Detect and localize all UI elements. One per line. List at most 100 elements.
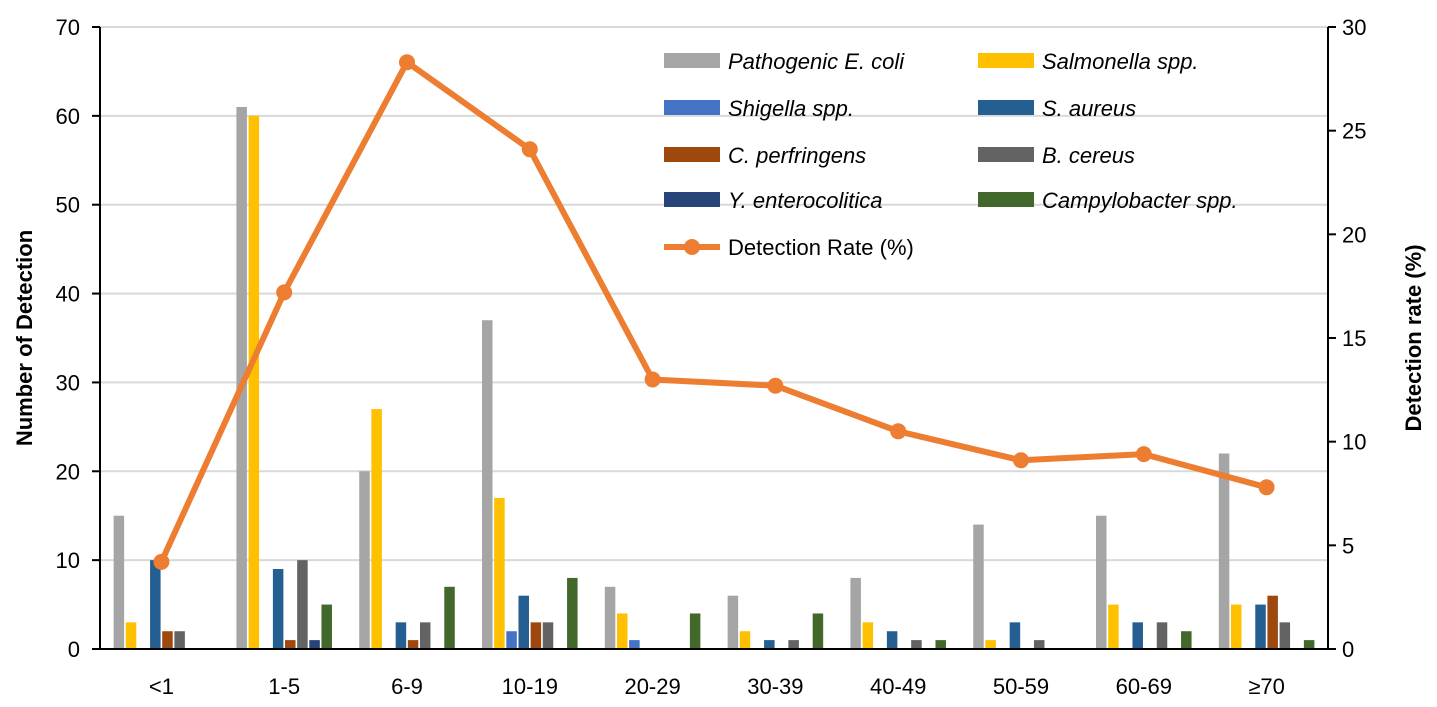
detection-rate-point: [767, 377, 784, 394]
bar: [567, 577, 578, 649]
bar: [1303, 640, 1315, 649]
detection-rate-point: [1258, 479, 1275, 496]
bar: [985, 640, 996, 649]
y-tick-label: 50: [56, 193, 80, 218]
bar: [150, 560, 161, 649]
bar: [629, 640, 640, 649]
y-tick-label: 0: [68, 637, 80, 662]
y-tick-label: 40: [56, 282, 80, 307]
x-tick-label: ≥70: [1248, 674, 1285, 699]
legend-label: Shigella spp.: [728, 96, 854, 121]
bar: [1181, 631, 1192, 649]
bar: [309, 640, 320, 649]
bar: [973, 524, 984, 649]
axes: [92, 26, 1336, 650]
bar: [812, 613, 824, 649]
bar: [518, 595, 529, 649]
detection-rate-point: [399, 54, 415, 71]
legend-label: Campylobacter spp.: [1042, 188, 1238, 213]
legend-label: Salmonella spp.: [1042, 49, 1199, 74]
bar: [1218, 453, 1230, 649]
y2-tick-label: 10: [1342, 430, 1366, 455]
bar: [1267, 595, 1278, 649]
series-c-perfringens: [162, 595, 1278, 649]
y-axis-title: Number of Detection: [12, 230, 37, 446]
y-tick-label: 10: [56, 548, 80, 573]
x-tick-label: 60-69: [1116, 674, 1172, 699]
bar: [1009, 622, 1021, 649]
series-y-enterocolitica: [309, 640, 320, 649]
bar-series-group: [113, 106, 1315, 650]
legend-swatch: [664, 192, 720, 207]
legend-item-shigella-spp: Shigella spp.: [664, 96, 854, 121]
bar: [494, 497, 505, 649]
legend-label: Detection Rate (%): [728, 235, 914, 260]
y-tick-label: 70: [56, 15, 80, 40]
legend-item-y-enterocolitica: Y. enterocolitica: [664, 188, 883, 213]
bar: [297, 560, 308, 649]
bar: [162, 631, 173, 649]
series-salmonella-spp: [125, 115, 1242, 650]
bar: [604, 586, 616, 649]
bar: [1255, 604, 1266, 649]
bar: [1279, 622, 1291, 649]
y2-tick-label: 25: [1342, 119, 1366, 144]
bar: [359, 471, 370, 649]
x-tick-label: 50-59: [993, 674, 1049, 699]
bar: [542, 622, 554, 649]
bar: [1156, 622, 1168, 649]
bar: [272, 569, 284, 649]
bar: [727, 595, 739, 649]
legend-label: Pathogenic E. coli: [728, 49, 905, 74]
bar: [371, 409, 382, 649]
legend-swatch: [664, 53, 720, 68]
legend-swatch: [978, 192, 1034, 207]
bar: [739, 631, 751, 649]
bar: [248, 115, 260, 650]
series-b-cereus: [174, 560, 1291, 649]
legend-label: B. cereus: [1042, 143, 1135, 168]
series-pathogenic-e-coli: [113, 106, 1230, 650]
bar: [1108, 604, 1119, 649]
bar: [506, 631, 517, 649]
bar: [395, 622, 407, 649]
bar: [862, 622, 874, 649]
y2-tick-label: 15: [1342, 326, 1366, 351]
legend-label: Y. enterocolitica: [728, 188, 883, 213]
bar: [788, 640, 799, 649]
series-shigella-spp: [506, 631, 640, 649]
bar: [113, 515, 125, 649]
bar: [1096, 515, 1107, 649]
detection-rate-line-group: [153, 54, 1275, 570]
bar: [1132, 622, 1143, 649]
detection-rate-point: [276, 284, 293, 301]
bar: [911, 640, 922, 649]
bar: [444, 586, 455, 649]
legend-swatch: [664, 147, 720, 162]
legend-item-campylobacter-spp: Campylobacter spp.: [978, 188, 1238, 213]
bar: [935, 640, 946, 649]
x-tick-label: 1-5: [268, 674, 300, 699]
legend-swatch: [978, 100, 1034, 115]
bar: [125, 622, 137, 649]
detection-rate-point: [1135, 446, 1152, 463]
series-s-aureus: [150, 560, 1266, 649]
bar: [850, 577, 861, 649]
legend-label: S. aureus: [1042, 96, 1136, 121]
y2-axis-title: Detection rate (%): [1401, 244, 1426, 431]
legend: Pathogenic E. coli Salmonella spp. Shigell…: [664, 49, 1238, 260]
legend-marker: [684, 239, 700, 255]
y2-tick-label: 20: [1342, 222, 1366, 247]
detection-rate-point: [1013, 452, 1029, 469]
x-tick-label: 10-19: [502, 674, 558, 699]
bar: [285, 640, 296, 649]
detection-rate-point: [890, 423, 907, 440]
legend-item-s-aureus: S. aureus: [978, 96, 1136, 121]
legend-swatch: [664, 100, 720, 115]
bar: [236, 106, 247, 650]
bar: [1033, 640, 1045, 649]
detection-rate-line: [158, 59, 1268, 564]
x-tick-label: 30-39: [747, 674, 803, 699]
bar: [886, 631, 898, 649]
